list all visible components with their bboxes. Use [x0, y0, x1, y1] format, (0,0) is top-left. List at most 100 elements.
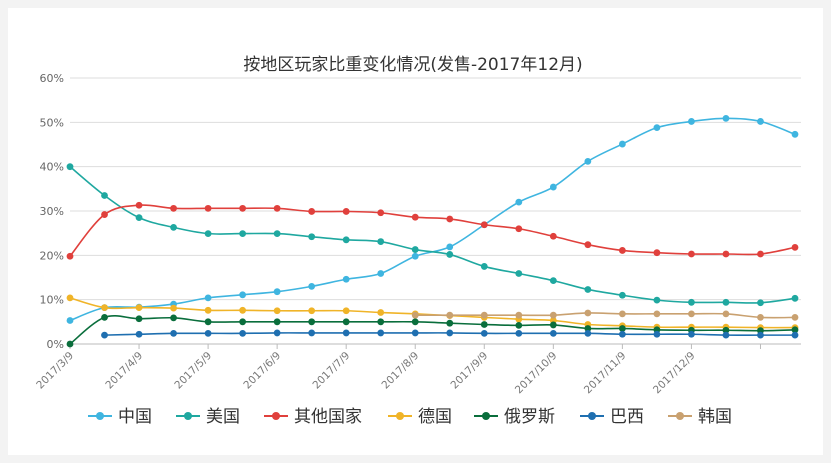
legend-item-7[interactable]: 韩国 [668, 407, 732, 427]
data-point[interactable] [515, 321, 523, 329]
data-point[interactable] [66, 340, 74, 348]
data-point[interactable] [791, 243, 799, 251]
data-point[interactable] [273, 307, 281, 315]
data-point[interactable] [757, 331, 764, 339]
legend-item-6[interactable]: 巴西 [580, 407, 644, 427]
data-point[interactable] [273, 329, 281, 337]
data-point[interactable] [273, 204, 281, 212]
data-point[interactable] [618, 291, 626, 299]
legend-item-3[interactable]: 其他国家 [264, 407, 362, 427]
data-point[interactable] [377, 238, 385, 245]
data-point[interactable] [411, 213, 419, 221]
data-point[interactable] [273, 230, 281, 238]
data-point[interactable] [791, 326, 799, 334]
data-point[interactable] [688, 250, 695, 258]
data-point[interactable] [204, 306, 212, 314]
data-point[interactable] [239, 230, 247, 238]
data-point[interactable] [377, 309, 385, 316]
data-point[interactable] [584, 241, 592, 249]
data-point[interactable] [411, 318, 419, 326]
data-point[interactable] [618, 330, 626, 338]
data-point[interactable] [135, 201, 143, 209]
data-point[interactable] [515, 329, 523, 337]
data-point[interactable] [515, 225, 523, 233]
data-point[interactable] [757, 118, 764, 125]
data-point[interactable] [618, 140, 626, 148]
data-point[interactable] [722, 114, 730, 122]
data-point[interactable] [204, 318, 212, 326]
data-point[interactable] [688, 118, 695, 125]
data-point[interactable] [584, 286, 592, 293]
data-point[interactable] [584, 309, 592, 317]
legend[interactable]: 中国 美国 其他国家 德国 俄罗斯 巴西 韩国 [88, 407, 732, 427]
data-point[interactable] [446, 251, 454, 258]
data-point[interactable] [688, 298, 695, 306]
data-point[interactable] [722, 298, 730, 306]
data-point[interactable] [135, 304, 143, 312]
data-point[interactable] [66, 252, 74, 260]
legend-item-4[interactable]: 德国 [388, 407, 452, 427]
data-point[interactable] [446, 311, 454, 319]
data-point[interactable] [480, 329, 488, 337]
data-point[interactable] [411, 311, 419, 319]
data-point[interactable] [239, 291, 247, 299]
data-point[interactable] [239, 329, 247, 337]
data-point[interactable] [549, 321, 557, 329]
data-point[interactable] [688, 330, 695, 338]
data-point[interactable] [549, 232, 557, 240]
data-point[interactable] [377, 209, 385, 217]
data-point[interactable] [549, 311, 557, 319]
data-point[interactable] [342, 318, 350, 326]
data-point[interactable] [757, 299, 764, 307]
data-point[interactable] [377, 318, 385, 326]
data-point[interactable] [653, 296, 661, 304]
data-point[interactable] [342, 307, 350, 315]
data-point[interactable] [411, 252, 419, 260]
data-point[interactable] [411, 246, 419, 253]
data-point[interactable] [653, 124, 661, 132]
data-point[interactable] [618, 325, 626, 332]
data-point[interactable] [722, 326, 730, 334]
data-point[interactable] [584, 329, 592, 337]
data-point[interactable] [101, 331, 108, 339]
data-point[interactable] [135, 330, 143, 338]
data-point[interactable] [66, 294, 74, 302]
data-point[interactable] [66, 317, 74, 324]
data-point[interactable] [757, 250, 764, 258]
data-point[interactable] [308, 233, 316, 241]
data-point[interactable] [549, 329, 557, 337]
data-point[interactable] [515, 311, 523, 319]
data-point[interactable] [653, 249, 661, 257]
data-point[interactable] [515, 270, 523, 277]
data-point[interactable] [791, 314, 799, 321]
legend-item-1[interactable]: 中国 [88, 407, 152, 427]
data-point[interactable] [239, 306, 247, 314]
data-point[interactable] [411, 329, 419, 337]
data-point[interactable] [101, 192, 108, 199]
data-point[interactable] [791, 294, 799, 302]
data-point[interactable] [135, 214, 143, 222]
data-point[interactable] [480, 221, 488, 229]
data-point[interactable] [204, 329, 212, 337]
data-point[interactable] [239, 204, 247, 212]
data-point[interactable] [618, 247, 626, 254]
data-point[interactable] [170, 224, 177, 231]
data-point[interactable] [342, 275, 350, 283]
data-point[interactable] [308, 282, 316, 290]
data-point[interactable] [584, 325, 592, 332]
data-point[interactable] [273, 318, 281, 326]
data-point[interactable] [618, 310, 626, 318]
data-point[interactable] [549, 183, 557, 191]
data-point[interactable] [308, 329, 316, 337]
data-point[interactable] [480, 311, 488, 319]
legend-item-2[interactable]: 美国 [176, 407, 240, 427]
data-point[interactable] [584, 157, 592, 165]
data-point[interactable] [446, 329, 454, 337]
data-point[interactable] [308, 318, 316, 326]
data-point[interactable] [342, 329, 350, 337]
data-point[interactable] [101, 304, 108, 312]
data-point[interactable] [308, 208, 316, 215]
data-point[interactable] [170, 304, 177, 312]
data-point[interactable] [170, 314, 177, 322]
data-point[interactable] [446, 215, 454, 223]
